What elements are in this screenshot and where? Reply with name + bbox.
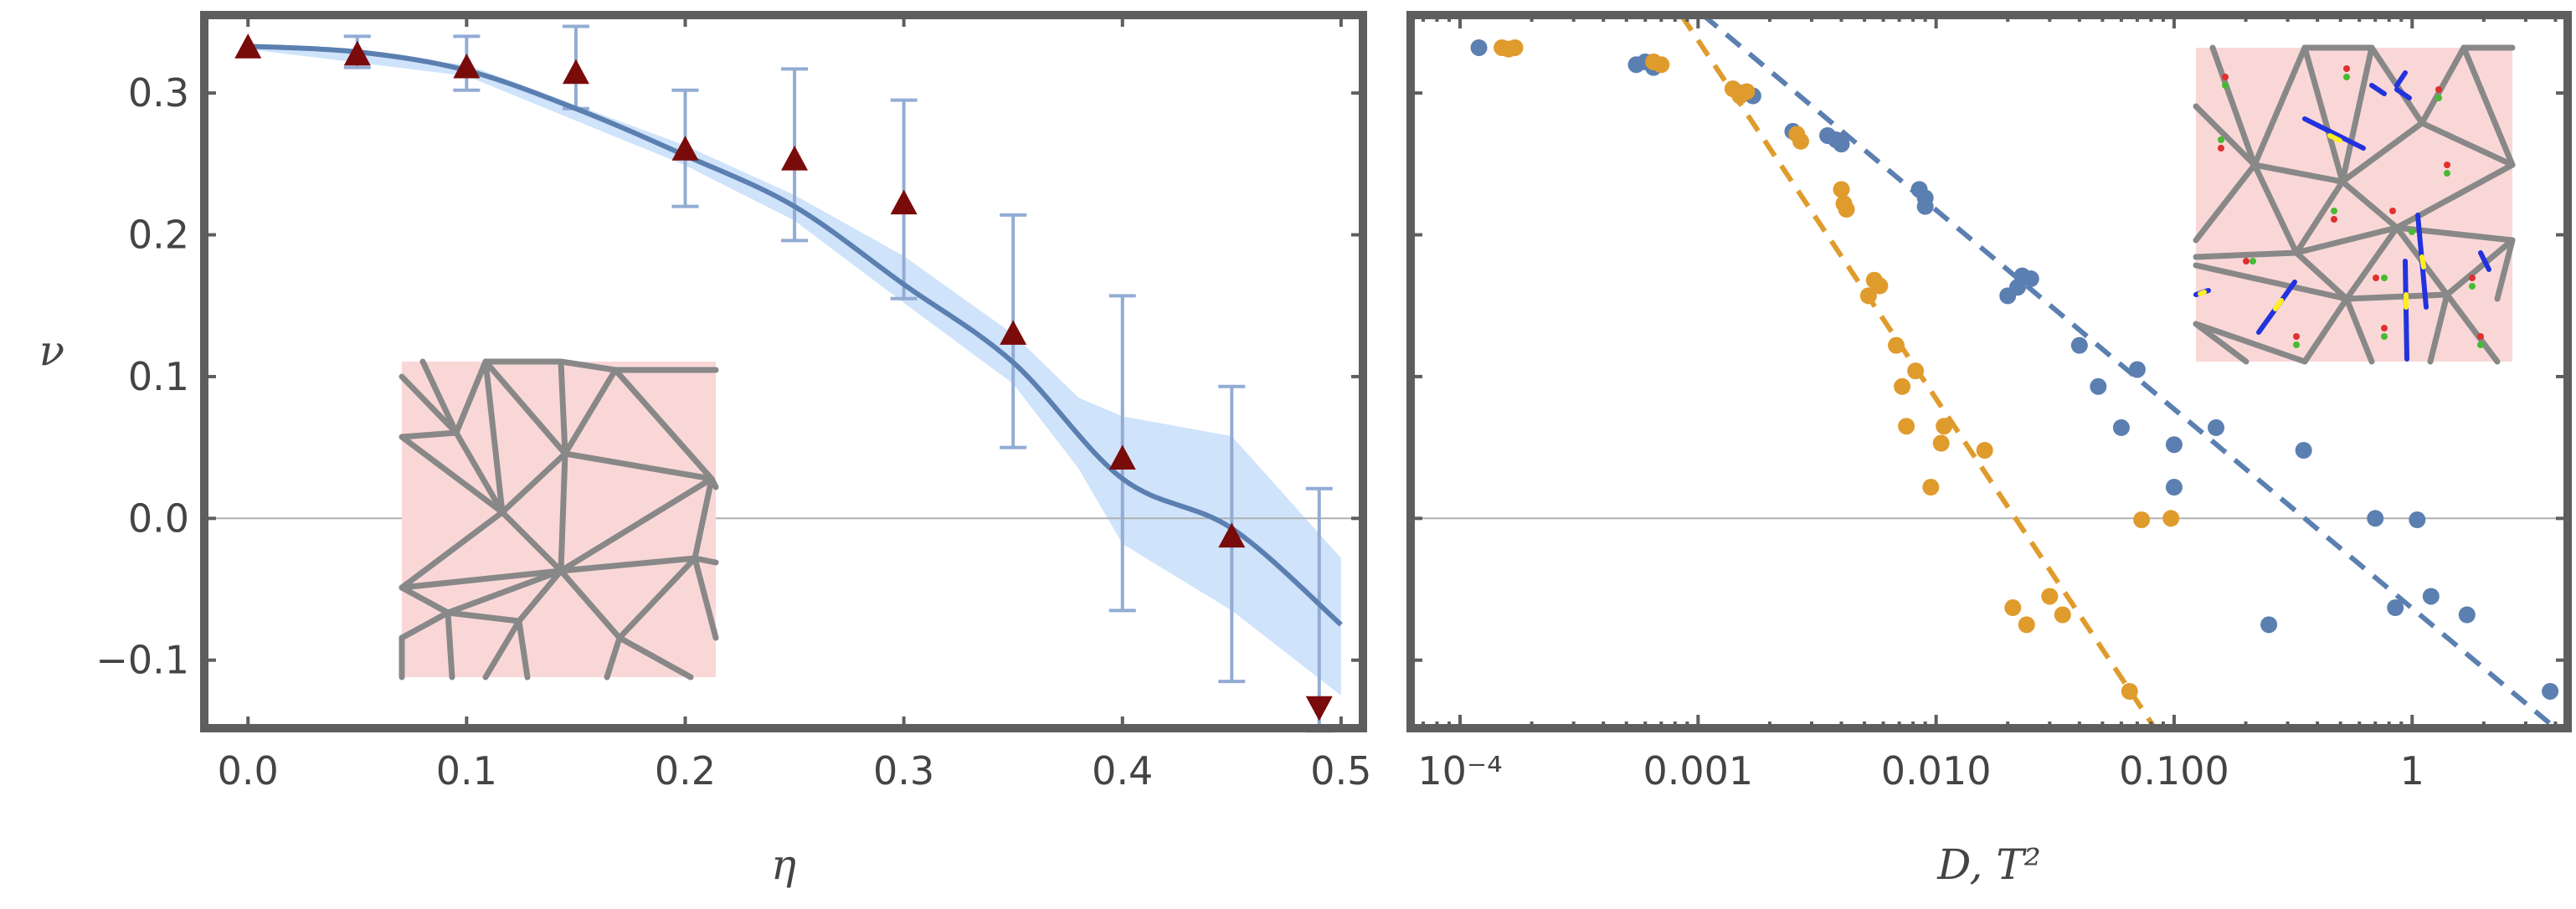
y-ticks xyxy=(1411,91,2568,662)
data-marker xyxy=(671,136,699,161)
data-point xyxy=(2409,511,2426,529)
data-point xyxy=(2295,442,2312,460)
x-tick-label: 0.100 xyxy=(2119,748,2229,793)
x-tick-label: 1 xyxy=(2400,748,2424,793)
data-point xyxy=(1506,39,1524,56)
data-point xyxy=(1932,434,1950,452)
x-tick-label: 0.0 xyxy=(218,748,279,793)
data-point xyxy=(2070,336,2088,354)
data-marker xyxy=(781,145,809,171)
data-point xyxy=(2208,419,2225,436)
data-point xyxy=(1792,132,1809,150)
data-point xyxy=(1898,418,1915,435)
data-marker xyxy=(1218,522,1246,548)
data-marker xyxy=(562,59,589,85)
data-point xyxy=(2112,419,2130,436)
y-axis-title: ν xyxy=(39,326,64,375)
data-point xyxy=(2367,510,2384,527)
x-axis-title: η xyxy=(771,840,796,889)
x-tick-label: 0.1 xyxy=(436,748,497,793)
x-axis-title: D, T² xyxy=(1936,840,2041,889)
data-point xyxy=(2387,599,2404,617)
x-tick-label: 0.4 xyxy=(1092,748,1153,793)
data-point xyxy=(1922,479,1940,496)
data-point xyxy=(2458,606,2476,624)
data-point xyxy=(2260,616,2278,634)
left-plot-frame xyxy=(200,11,1367,732)
data-point xyxy=(1833,136,1850,153)
data-point xyxy=(2133,511,2151,529)
inset-mesh-undamaged xyxy=(398,358,719,680)
x-tick-label: 10⁻⁴ xyxy=(1417,748,1502,793)
data-point xyxy=(2090,377,2107,395)
data-point xyxy=(1738,83,1756,100)
x-tick-label: 0.3 xyxy=(873,748,934,793)
data-point xyxy=(1916,198,1934,215)
data-marker xyxy=(1305,696,1333,722)
right-plot-frame xyxy=(1406,11,2572,732)
x-tick-label: 0.2 xyxy=(655,748,716,793)
y-tick-label: 0.3 xyxy=(128,70,189,116)
data-point xyxy=(1888,336,1905,354)
data-point xyxy=(2018,616,2035,634)
data-marker xyxy=(234,33,262,59)
y-tick-label: 0.0 xyxy=(128,496,189,541)
data-marker xyxy=(890,189,918,215)
data-point xyxy=(1976,442,1993,460)
data-point xyxy=(1470,39,1488,56)
fit-curve xyxy=(248,44,1343,627)
data-point xyxy=(2542,682,2559,700)
data-point xyxy=(1838,201,1855,218)
data-marker xyxy=(1108,444,1136,470)
data-point xyxy=(1936,418,1953,435)
x-ticks: 10⁻⁴ 0.001 0.010 0.100 1 xyxy=(1417,15,2558,793)
x-ticks: 0.0 0.1 0.2 0.3 0.4 0.5 xyxy=(218,15,1371,793)
data-point xyxy=(1833,181,1850,198)
y-ticks: −0.1 0.0 0.1 0.2 0.3 xyxy=(95,70,1363,683)
data-point xyxy=(2162,510,2180,527)
data-point xyxy=(1871,277,1889,295)
data-marker xyxy=(343,40,371,66)
data-point xyxy=(1894,377,1911,395)
data-point xyxy=(2165,479,2183,496)
data-point xyxy=(1907,362,1925,380)
data-point xyxy=(2041,588,2059,605)
data-point xyxy=(2165,436,2183,454)
inset-mesh-damaged xyxy=(2193,44,2516,365)
data-point xyxy=(2004,599,2022,617)
x-tick-label: 0.001 xyxy=(1643,748,1753,793)
x-tick-label: 0.010 xyxy=(1881,748,1992,793)
left-panel: 0.0 0.1 0.2 0.3 0.4 0.5 −0.1 0.0 0.1 0.2 0.3 η ν xyxy=(39,11,1371,889)
data-point xyxy=(2054,606,2071,624)
data-point xyxy=(2022,270,2039,288)
data-point xyxy=(2128,361,2146,378)
data-points xyxy=(1470,39,2559,700)
right-panel: 10⁻⁴ 0.001 0.010 0.100 1 D, T² xyxy=(1406,11,2572,889)
data-marker xyxy=(1000,320,1027,345)
data-point xyxy=(2422,588,2440,605)
data-marker xyxy=(453,53,481,79)
data-point xyxy=(1859,287,1877,305)
data-markers xyxy=(234,33,1333,722)
x-tick-label: 0.5 xyxy=(1310,748,1371,793)
data-point xyxy=(1653,56,1670,74)
y-tick-label: −0.1 xyxy=(95,638,189,683)
data-point xyxy=(2121,682,2138,700)
y-tick-label: 0.2 xyxy=(128,213,189,258)
y-tick-label: 0.1 xyxy=(128,354,189,399)
